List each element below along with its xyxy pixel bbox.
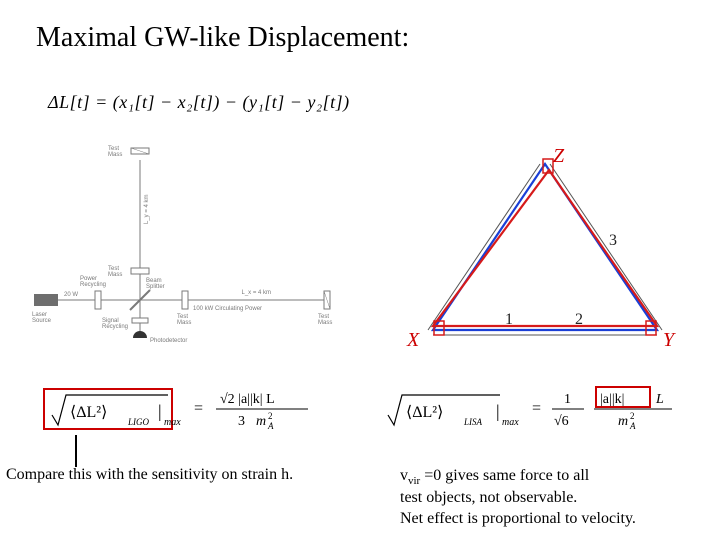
svg-text:2: 2 — [630, 411, 635, 421]
svg-text:m: m — [618, 414, 628, 429]
svg-text:2: 2 — [575, 311, 583, 328]
svg-text:Source: Source — [32, 318, 52, 324]
svg-text:A: A — [267, 421, 274, 431]
svg-text:A: A — [629, 421, 636, 431]
svg-text:Mass: Mass — [108, 272, 122, 278]
svg-text:100 kW Circulating Power: 100 kW Circulating Power — [193, 306, 262, 312]
svg-text:Mass: Mass — [108, 152, 122, 158]
svg-text:3: 3 — [238, 414, 245, 429]
svg-text:LISA: LISA — [463, 417, 483, 427]
svg-text:Mass: Mass — [318, 320, 332, 326]
svg-text:Recycling: Recycling — [80, 282, 106, 288]
svg-text:Mass: Mass — [177, 320, 191, 326]
svg-text:√6: √6 — [554, 414, 569, 429]
svg-text:|: | — [496, 401, 500, 421]
vvir-prefix: v — [400, 467, 408, 484]
callout-line-left — [75, 435, 77, 467]
svg-text:m: m — [256, 414, 266, 429]
svg-text:|a||k|: |a||k| — [600, 392, 624, 407]
svg-text:⟨ΔL²⟩: ⟨ΔL²⟩ — [70, 404, 107, 421]
svg-text:L_y = 4 km: L_y = 4 km — [144, 194, 150, 224]
svg-text:X: X — [406, 329, 420, 351]
svg-text:|: | — [158, 401, 162, 421]
svg-text:Recycling: Recycling — [102, 324, 128, 330]
vvir-line3: Net effect is proportional to velocity. — [400, 510, 636, 527]
vvir-line2: test objects, not observable. — [400, 489, 577, 506]
vvir-text: vvir =0 gives same force to all test obj… — [400, 466, 636, 530]
svg-text:20 W: 20 W — [64, 292, 78, 298]
svg-text:L_x = 4 km: L_x = 4 km — [242, 290, 272, 296]
equation-delta-l: ΔL[t] = (x₁[t] − x₂[t]) − (y₁[t] − y₂[t]… — [48, 92, 350, 113]
ligo-schematic: TestMassL_y = 4 kmTestMassLaserSource20 … — [30, 130, 350, 360]
svg-text:max: max — [502, 417, 519, 428]
triangle-diagram: X Y Z 1 2 3 — [395, 140, 695, 360]
svg-text:1: 1 — [564, 392, 571, 407]
svg-text:Splitter: Splitter — [146, 284, 165, 290]
svg-text:⟨ΔL²⟩: ⟨ΔL²⟩ — [406, 404, 443, 421]
svg-text:Z: Z — [553, 145, 565, 167]
svg-text:LIGO: LIGO — [127, 417, 150, 427]
svg-text:=: = — [194, 400, 203, 417]
svg-text:=: = — [532, 400, 541, 417]
svg-text:3: 3 — [609, 232, 617, 249]
svg-text:2: 2 — [268, 411, 273, 421]
vvir-line1: =0 gives same force to all — [420, 467, 589, 484]
compare-text: Compare this with the sensitivity on str… — [6, 466, 293, 484]
svg-text:Photodetector: Photodetector — [150, 338, 187, 344]
svg-text:max: max — [164, 417, 181, 428]
equation-lisa: ⟨ΔL²⟩ LISA |max = 1 √6 |a||k| LmA2 — [380, 385, 710, 433]
svg-text:L: L — [655, 392, 664, 407]
svg-text:√2 |a||k| L: √2 |a||k| L — [220, 392, 275, 407]
svg-text:1: 1 — [505, 311, 513, 328]
svg-text:Y: Y — [663, 329, 676, 351]
equation-ligo: ⟨ΔL²⟩ LIGO |max = √2 |a||k| L 3mA2 — [40, 385, 380, 433]
vvir-sub: vir — [408, 475, 420, 487]
slide-title: Maximal GW-like Displacement: — [36, 22, 409, 54]
